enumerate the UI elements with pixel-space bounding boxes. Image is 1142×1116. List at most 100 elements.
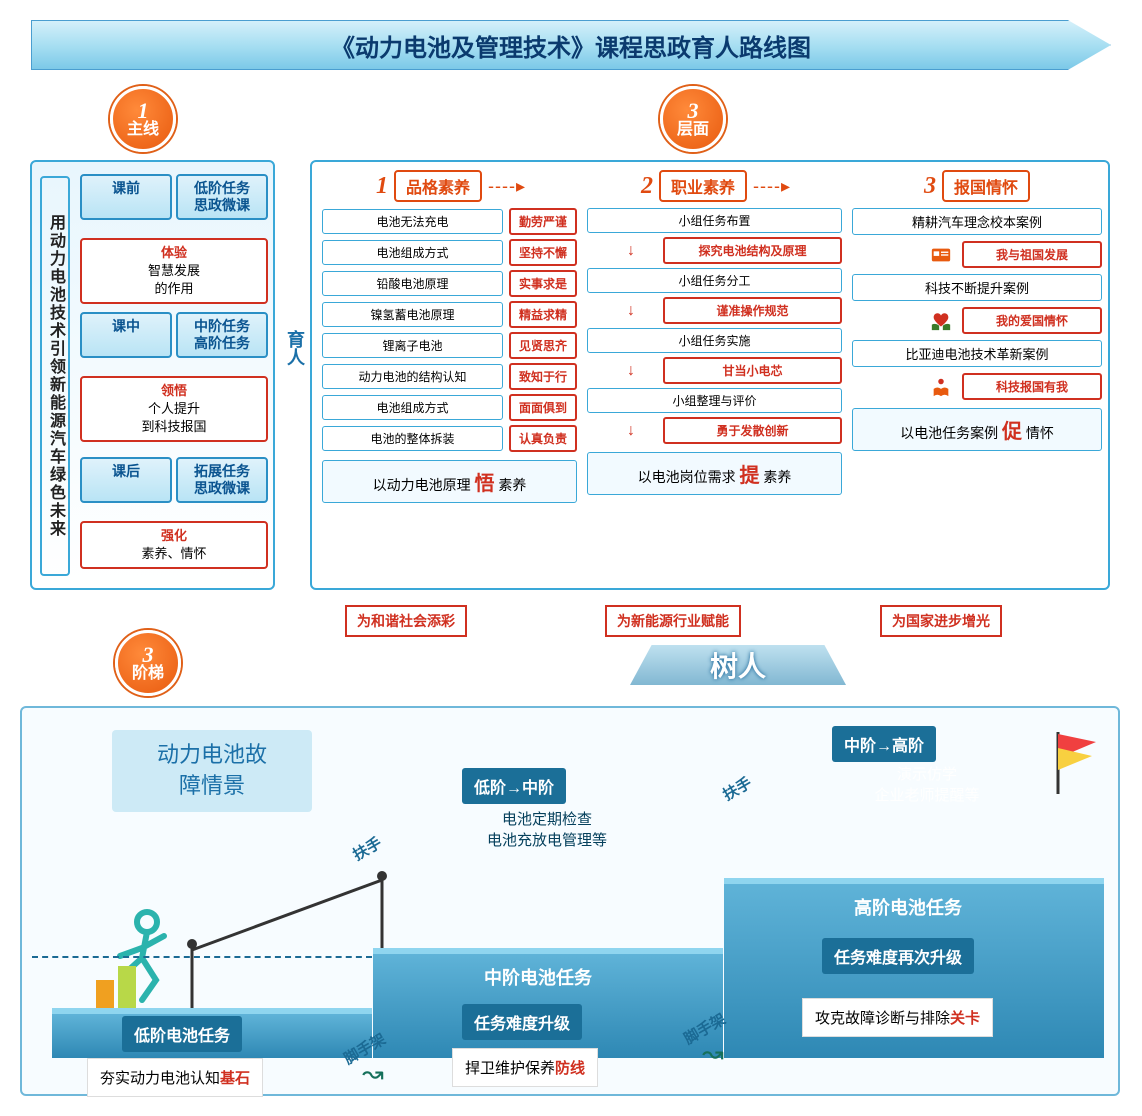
column-2: 2 职业素养 - - - - ▸ 小组任务布置 ↓ 探究电池结构及原理小组任务分工 ↓…: [587, 170, 842, 580]
phase-result: 体验 智慧发展 的作用: [80, 238, 268, 305]
sum-post: 素养: [498, 477, 526, 493]
phase-task: 拓展任务 思政微课: [176, 457, 268, 503]
case-red-row: 我与祖国发展: [852, 241, 1102, 268]
phase-mid: 课中 中阶任务 高阶任务 领悟 个人提升 到科技报国: [80, 312, 268, 442]
sum-scr: 促: [1002, 421, 1022, 443]
column-1: 1 品格素养 - - - - ▸ 电池无法充电勤劳严谨电池组成方式坚持不懈铅酸电…: [322, 170, 577, 580]
step1-card: 夯实动力电池认知基石: [87, 1058, 263, 1097]
dash-arrow: - - - - ▸: [488, 176, 523, 197]
phase-task: 中阶任务 高阶任务: [176, 312, 268, 358]
scene-title: 动力电池故 障情景: [112, 730, 312, 812]
badge-txt: 阶梯: [132, 666, 164, 682]
col-title: 职业素养: [659, 170, 747, 202]
badge-txt: 层面: [677, 122, 709, 138]
flow-row: 小组任务实施: [587, 328, 842, 353]
item-row: 电池无法充电勤劳严谨: [322, 208, 577, 235]
col-summary: 以动力电池原理 悟 素养: [322, 460, 577, 503]
step3-trans: 中阶→高阶: [832, 726, 936, 762]
step2-trans-detail: 电池定期检查 电池充放电管理等: [422, 808, 672, 850]
connector-shuren: 树人: [630, 645, 846, 685]
col-summary: 以电池任务案例 促 情怀: [852, 408, 1102, 451]
curve-arrow-1: ↝: [362, 1058, 384, 1089]
col-num: 3: [924, 173, 936, 200]
steps-panel: 动力电池故 障情景 低阶电池任务 夯实动力电池认知基石 低阶→中阶 电池定期检查…: [20, 706, 1120, 1096]
phase-result-text: 素养、情怀: [141, 546, 206, 561]
flow-sub: 谨准操作规范: [663, 297, 842, 324]
phase-pre: 课前 低阶任务 思政微课 体验 智慧发展 的作用: [80, 174, 268, 304]
col-num: 2: [641, 173, 653, 200]
badge-layers: 3 层面: [660, 86, 726, 152]
phase-post: 课后 拓展任务 思政微课 强化 素养、情怀: [80, 457, 268, 569]
case-box: 科技不断提升案例: [852, 274, 1102, 301]
flow-step: 小组任务布置: [587, 208, 842, 233]
down-arrow-icon: ↓: [627, 362, 657, 380]
mainline-panel: 用动力电池技术引领新能源汽车绿色未来 课前 低阶任务 思政微课 体验 智慧发展 …: [30, 160, 275, 590]
sum-scr: 悟: [475, 473, 495, 495]
phase-result-text: 个人提升 到科技报国: [141, 401, 206, 434]
flow-row: 小组任务分工: [587, 268, 842, 293]
page-title: 《动力电池及管理技术》课程思政育人路线图: [31, 28, 1111, 63]
layers-panel: 1 品格素养 - - - - ▸ 电池无法充电勤劳严谨电池组成方式坚持不懈铅酸电…: [310, 160, 1110, 590]
down-arrow-icon: ↓: [627, 242, 657, 260]
item-virtue: 实事求是: [509, 270, 577, 297]
step2-trans: 低阶→中阶: [462, 768, 566, 804]
badge-num: 1: [138, 100, 149, 122]
item-topic: 锂离子电池: [322, 333, 503, 358]
flow-sub: 探究电池结构及原理: [663, 237, 842, 264]
item-topic: 动力电池的结构认知: [322, 364, 503, 389]
flow-row: 小组任务布置: [587, 208, 842, 233]
step2-headline: 任务难度升级: [462, 1004, 582, 1040]
step2-card: 捍卫维护保养防线: [452, 1048, 598, 1087]
phase-keyword: 领悟: [161, 383, 187, 398]
down-arrow-icon: ↓: [627, 302, 657, 320]
title-banner: 《动力电池及管理技术》课程思政育人路线图: [31, 20, 1111, 70]
col-title: 品格素养: [394, 170, 482, 202]
flow-sub: 甘当小电芯: [663, 357, 842, 384]
item-topic: 电池的整体拆装: [322, 426, 503, 451]
flow-row: ↓ 谨准操作规范: [627, 297, 842, 324]
step3-level: 高阶电池任务: [842, 888, 974, 926]
phase-stage: 课后: [80, 457, 172, 503]
col3-items: 精耕汽车理念校本案例我与祖国发展科技不断提升案例我的爱国情怀比亚迪电池技术革新案…: [852, 208, 1102, 400]
phase-result-text: 智慧发展 的作用: [148, 263, 200, 296]
item-virtue: 勤劳严谨: [509, 208, 577, 235]
sum-pre: 以电池任务案例: [900, 425, 998, 441]
item-row: 电池组成方式坚持不懈: [322, 239, 577, 266]
flow-row: ↓ 甘当小电芯: [627, 357, 842, 384]
flow-step: 小组任务实施: [587, 328, 842, 353]
sum-post: 情怀: [1026, 425, 1054, 441]
item-topic: 电池组成方式: [322, 240, 503, 265]
case-red: 我的爱国情怀: [962, 307, 1102, 334]
item-virtue: 认真负责: [509, 425, 577, 452]
item-virtue: 精益求精: [509, 301, 577, 328]
phase-task: 低阶任务 思政微课: [176, 174, 268, 220]
phase-stage: 课前: [80, 174, 172, 220]
runner-icon: [92, 908, 182, 1018]
case-red: 我与祖国发展: [962, 241, 1102, 268]
step3-card: 攻克故障诊断与排除关卡: [802, 998, 993, 1037]
sum-pre: 以动力电池原理: [373, 477, 471, 493]
step2-detail: 捍卫维护保养: [465, 1060, 555, 1077]
flow-step: 小组任务分工: [587, 268, 842, 293]
badge-num: 3: [688, 100, 699, 122]
flag-icon: [1052, 728, 1102, 798]
tag-col3: 为国家进步增光: [880, 605, 1002, 637]
item-topic: 电池无法充电: [322, 209, 503, 234]
badge-mainline: 1 主线: [110, 86, 176, 152]
connector-yuren: 育人: [282, 330, 308, 366]
phase-keyword: 强化: [161, 528, 187, 543]
item-virtue: 致知于行: [509, 363, 577, 390]
step2-hl: 防线: [555, 1060, 585, 1077]
label-handrail-1: 扶手: [349, 832, 385, 865]
column-3: 3 报国情怀 精耕汽车理念校本案例我与祖国发展科技不断提升案例我的爱国情怀比亚迪…: [852, 170, 1102, 580]
item-topic: 电池组成方式: [322, 395, 503, 420]
step3-headline: 任务难度再次升级: [822, 938, 974, 974]
step3-hl: 关卡: [950, 1010, 980, 1027]
item-virtue: 坚持不懈: [509, 239, 577, 266]
dash-arrow: - - - - ▸: [753, 176, 788, 197]
col-num: 1: [376, 173, 388, 200]
handrail-1: [182, 868, 402, 1028]
label-handrail-2: 扶手: [719, 772, 755, 805]
sum-pre: 以电池岗位需求: [638, 469, 736, 485]
col-title: 报国情怀: [942, 170, 1030, 202]
